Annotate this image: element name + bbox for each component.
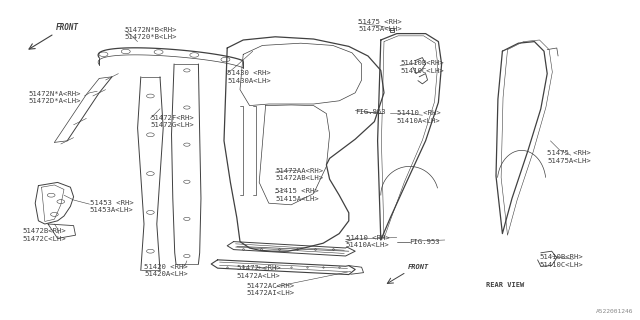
Text: FRONT: FRONT [408,264,429,270]
Text: 51420 <RH>
51420A<LH>: 51420 <RH> 51420A<LH> [144,264,188,277]
Text: REAR VIEW: REAR VIEW [486,282,525,288]
Text: FIG.953: FIG.953 [410,239,440,244]
Text: 51475 <RH>
51475A<LH>: 51475 <RH> 51475A<LH> [358,19,402,32]
Text: 51410B<RH>
51410C<LH>: 51410B<RH> 51410C<LH> [400,60,444,74]
Text: 51472AC<RH>
51472AI<LH>: 51472AC<RH> 51472AI<LH> [246,283,294,296]
Text: 51410 <RH>
51410A<LH>: 51410 <RH> 51410A<LH> [346,235,389,248]
Text: 51453 <RH>
51453A<LH>: 51453 <RH> 51453A<LH> [90,200,133,213]
Text: 51415 <RH>
51415A<LH>: 51415 <RH> 51415A<LH> [275,188,319,202]
Text: 51410B<RH>
51410C<LH>: 51410B<RH> 51410C<LH> [540,254,583,268]
Text: 51472N*B<RH>
514720*B<LH>: 51472N*B<RH> 514720*B<LH> [125,27,177,40]
Text: FIG.953: FIG.953 [355,109,386,115]
Text: 51472F<RH>
51472G<LH>: 51472F<RH> 51472G<LH> [150,115,194,128]
Text: 51472 <RH>
51472A<LH>: 51472 <RH> 51472A<LH> [237,265,280,279]
Text: 51430 <RH>
51430A<LH>: 51430 <RH> 51430A<LH> [227,70,271,84]
Text: A522001246: A522001246 [596,308,634,314]
Text: 51472N*A<RH>
51472D*A<LH>: 51472N*A<RH> 51472D*A<LH> [29,91,81,104]
Text: 51472B<RH>
51472C<LH>: 51472B<RH> 51472C<LH> [22,228,66,242]
Text: 51475 <RH>
51475A<LH>: 51475 <RH> 51475A<LH> [547,150,591,164]
Text: FRONT: FRONT [56,23,79,32]
Text: 51472AA<RH>
51472AB<LH>: 51472AA<RH> 51472AB<LH> [275,168,323,181]
Text: 51410 <RH>
51410A<LH>: 51410 <RH> 51410A<LH> [397,110,440,124]
